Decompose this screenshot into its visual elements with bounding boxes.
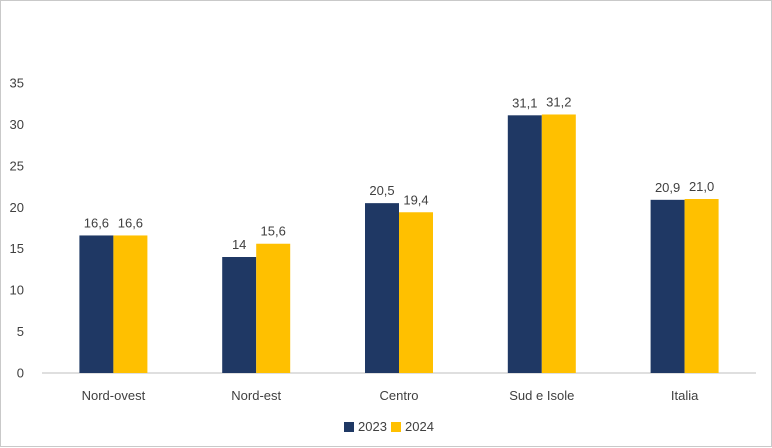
data-label: 31,1 <box>512 95 537 110</box>
y-tick-label: 0 <box>17 366 24 381</box>
y-tick-label: 15 <box>10 241 24 256</box>
bar-2023 <box>365 203 399 373</box>
bar-2024 <box>399 212 433 373</box>
data-label: 31,2 <box>546 94 571 109</box>
bar-2023 <box>222 257 257 373</box>
bar-2024 <box>541 114 576 373</box>
y-tick-label: 5 <box>17 324 24 339</box>
data-label: 15,6 <box>261 224 286 239</box>
y-tick-label: 10 <box>10 283 24 298</box>
legend-label: 2023 <box>358 419 387 434</box>
bar-2024 <box>256 243 291 373</box>
x-category-label: Nord-est <box>231 388 281 403</box>
bar-2023 <box>507 115 542 374</box>
bar-2024 <box>684 199 719 373</box>
bar-2023 <box>650 199 685 373</box>
bar-2023 <box>79 235 114 373</box>
x-category-label: Sud e Isole <box>509 388 574 403</box>
data-label: 16,6 <box>84 215 109 230</box>
y-tick-label: 25 <box>10 158 24 173</box>
legend-swatch-2023 <box>344 422 354 432</box>
data-label: 16,6 <box>118 215 143 230</box>
x-category-label: Nord-ovest <box>82 388 146 403</box>
data-label: 21,0 <box>689 179 714 194</box>
data-label: 20,9 <box>655 180 680 195</box>
y-tick-label: 20 <box>10 200 24 215</box>
legend-label: 2024 <box>405 419 434 434</box>
bar-2024 <box>113 235 148 373</box>
y-tick-label: 35 <box>10 76 24 91</box>
y-tick-label: 30 <box>10 117 24 132</box>
data-label: 14 <box>232 237 246 252</box>
legend-swatch-2024 <box>391 422 401 432</box>
x-category-label: Italia <box>671 388 699 403</box>
data-label: 20,5 <box>369 183 394 198</box>
data-label: 19,4 <box>403 192 428 207</box>
x-category-label: Centro <box>379 388 418 403</box>
